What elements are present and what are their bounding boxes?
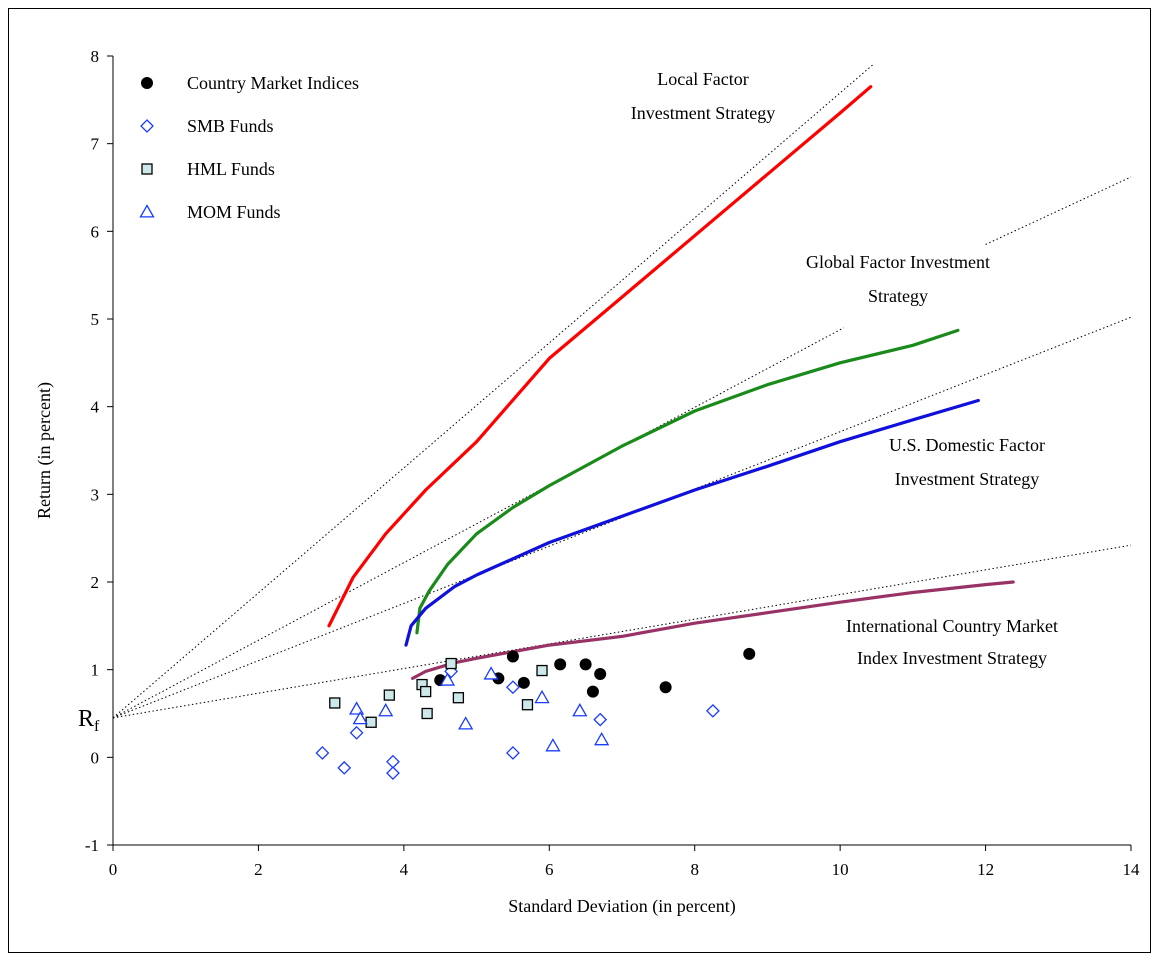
legend-label: HML Funds [187, 159, 275, 179]
square-point [421, 707, 433, 720]
square-point [365, 716, 377, 728]
curve-global [415, 328, 960, 635]
triangle-point [594, 731, 610, 746]
diamond-point [349, 725, 364, 740]
y-tick-label: 8 [91, 47, 100, 66]
y-tick-label: 6 [91, 222, 100, 241]
x-tick-label: 12 [977, 860, 994, 879]
square-point [329, 697, 341, 709]
legend-marker [140, 119, 154, 133]
annotation-global: Global Factor Investment [806, 252, 990, 272]
y-tick-label: 5 [91, 310, 100, 329]
annotation-international: Index Investment Strategy [857, 648, 1047, 668]
triangle-point [483, 666, 499, 680]
circle-point [517, 676, 530, 689]
legend-label: Country Market Indices [187, 73, 359, 93]
annotation-domestic: Investment Strategy [895, 469, 1039, 489]
x-tick-label: 8 [690, 860, 699, 879]
y-tick-label: 2 [91, 573, 100, 592]
diamond-point [593, 712, 608, 727]
y-axis-title: Return (in percent) [34, 382, 55, 519]
circle-point [506, 650, 519, 663]
curve-domestic [404, 398, 980, 647]
triangle-point [545, 738, 561, 752]
square-point [383, 689, 395, 701]
risk-free-symbol: R [78, 706, 94, 732]
tangent-line-international [112, 544, 1132, 719]
y-tick-label: 4 [91, 398, 100, 417]
legend-label: SMB Funds [187, 116, 274, 136]
annotation-international: International Country Market [846, 616, 1058, 636]
circle-point [554, 658, 567, 671]
triangle-point [439, 672, 456, 686]
circle-point [579, 658, 592, 671]
tangent-line-global [985, 176, 1132, 245]
triangle-point [458, 716, 474, 730]
square-point [420, 685, 432, 698]
square-point [452, 692, 465, 704]
curve-annotations: Local Factor Investment Strategy Global Fa… [631, 69, 1058, 668]
square-point [445, 657, 457, 670]
y-tick-label: 7 [91, 135, 100, 154]
x-tick-label: 2 [254, 860, 263, 879]
tangent-lines [112, 64, 1132, 719]
triangle-point [352, 710, 368, 725]
circle-point [594, 668, 607, 681]
circle-point [743, 647, 756, 660]
square-point [521, 699, 534, 711]
circle-point [586, 685, 599, 698]
risk-free-subscript: f [94, 718, 100, 735]
legend-label: MOM Funds [187, 202, 281, 222]
x-tick-label: 10 [832, 860, 849, 879]
legend-marker [139, 204, 155, 218]
triangle-point [378, 703, 394, 717]
risk-free-label: Rf [78, 706, 100, 735]
diamond-point [506, 746, 520, 760]
curve-local [327, 85, 873, 628]
triangle-point [534, 689, 550, 704]
legend-marker [141, 77, 153, 89]
legend: Country Market Indices SMB Funds HML Funds… [139, 73, 359, 222]
legend-marker [141, 163, 153, 175]
data-points [315, 647, 756, 781]
y-tick-label: -1 [85, 836, 99, 855]
x-tick-label: 6 [545, 860, 554, 879]
x-ticks: 0 2 4 6 8 10 12 14 [109, 845, 1140, 879]
tangent-line-local [112, 64, 874, 719]
y-tick-label: 0 [91, 748, 100, 767]
annotation-local: Investment Strategy [631, 103, 775, 123]
x-tick-label: 0 [109, 860, 118, 879]
diamond-point [337, 760, 352, 775]
x-axis-title: Standard Deviation (in percent) [508, 896, 735, 917]
chart-frame [8, 8, 1151, 953]
square-point [536, 664, 548, 677]
y-ticks: -1 0 1 2 3 4 5 6 7 8 [85, 47, 113, 855]
triangle-point [572, 703, 588, 717]
annotation-local: Local Factor [657, 69, 748, 89]
y-tick-label: 1 [91, 661, 100, 680]
diamond-point [506, 680, 520, 695]
x-tick-label: 4 [400, 860, 409, 879]
diamond-point [315, 746, 330, 760]
triangle-point [348, 701, 365, 715]
x-tick-label: 14 [1123, 860, 1141, 879]
y-tick-label: 3 [91, 485, 100, 504]
circle-point [659, 681, 672, 694]
annotation-domestic: U.S. Domestic Factor [889, 435, 1045, 455]
diamond-point [386, 754, 400, 769]
diamond-point [705, 703, 720, 718]
annotation-global: Strategy [868, 286, 928, 306]
diamond-point [386, 766, 400, 781]
frontier-curves [327, 85, 1015, 680]
